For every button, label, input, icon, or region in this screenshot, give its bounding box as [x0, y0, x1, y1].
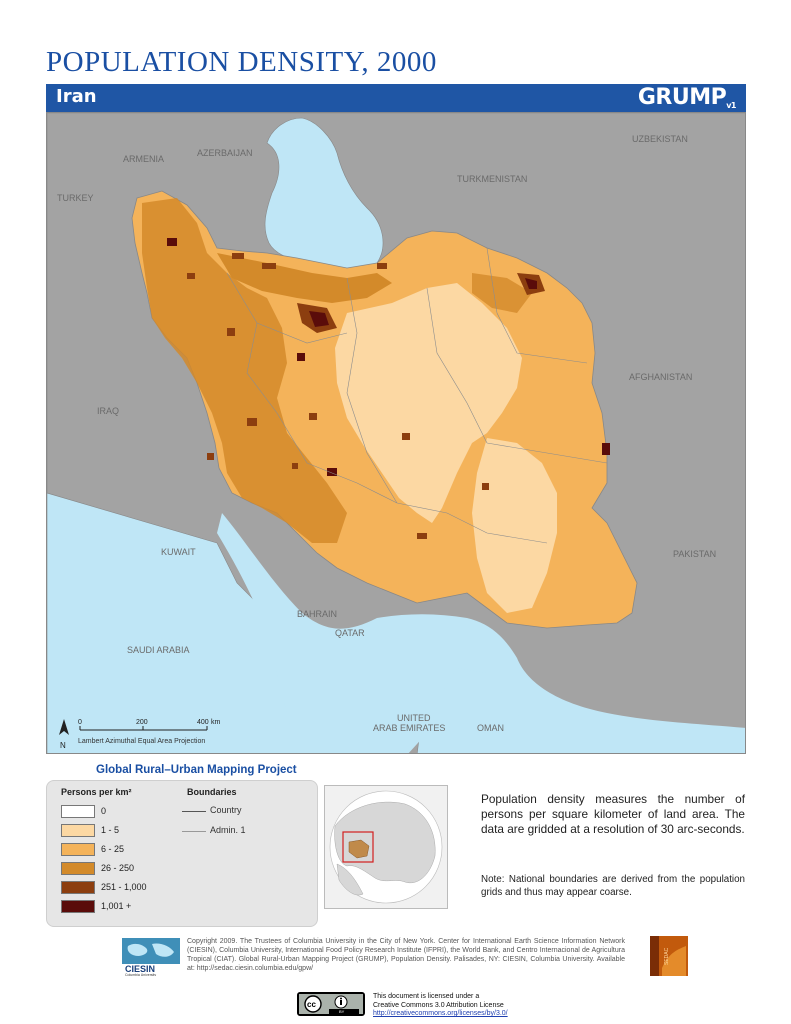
legend-item: 0 [61, 805, 191, 819]
mashhad-zone [472, 273, 532, 313]
legend-label: 251 - 1,000 [101, 882, 147, 892]
legend-label: 1,001 + [101, 901, 132, 911]
svg-text:CIESIN: CIESIN [125, 964, 155, 974]
license-line1: This document is licensed under a [373, 993, 480, 1000]
svg-text:cc: cc [307, 1000, 316, 1009]
map-title: POPULATION DENSITY, 2000 [46, 46, 437, 78]
legend-item: 1,001 + [61, 900, 191, 914]
legend-item: 6 - 25 [61, 843, 191, 857]
legend-title: Persons per km² [61, 787, 132, 797]
population-density-map[interactable]: ARMENIA AZERBAIJAN TURKEY UZBEKISTAN TUR… [46, 112, 746, 754]
sedac-logo[interactable]: SEDAC [650, 936, 688, 976]
svg-text:SEDAC: SEDAC [664, 947, 670, 965]
legend-item: 251 - 1,000 [61, 881, 191, 895]
projection-label: Lambert Azimuthal Equal Area Projection [78, 738, 206, 745]
zagros-dense-zone [142, 198, 347, 543]
svg-text:km: km [211, 719, 221, 726]
label-uae-line1: UNITED [397, 713, 431, 723]
legend-label: 6 - 25 [101, 844, 125, 854]
legend-label: 0 [101, 806, 107, 816]
southeast-desert-zone [472, 438, 557, 613]
svg-text:Columbia University: Columbia University [125, 973, 156, 976]
svg-text:200: 200 [136, 719, 148, 726]
boundaries-title: Boundaries [187, 787, 237, 797]
boundary-label: Admin. 1 [210, 825, 246, 835]
persian-gulf [217, 513, 745, 753]
label-saudi-arabia: SAUDI ARABIA [127, 645, 190, 655]
central-desert-zone [335, 283, 522, 523]
project-name: Global Rural–Urban Mapping Project [96, 764, 297, 776]
legend-swatch [61, 805, 95, 818]
caspian-coast-zone [217, 253, 392, 303]
urban-hotspots [167, 238, 610, 539]
scale-bar: 0 200 400 km [78, 719, 221, 731]
description-text: Population density measures the number o… [481, 792, 745, 836]
license-line2: Creative Commons 3.0 Attribution License [373, 1001, 504, 1009]
legend-panel: Persons per km² Boundaries 0 1 - 5 6 - 2… [46, 780, 318, 927]
legend-swatch [61, 824, 95, 837]
svg-text:N: N [60, 741, 66, 750]
creative-commons-badge[interactable]: cc BY [297, 992, 365, 1016]
legend-item: 26 - 250 [61, 862, 191, 876]
label-turkmenistan: TURKMENISTAN [457, 174, 527, 184]
svg-text:BY: BY [339, 1009, 345, 1014]
boundary-label: Country [210, 805, 242, 815]
country-name: Iran [56, 86, 97, 107]
note-text: Note: National boundaries are derived fr… [481, 874, 745, 898]
ciesin-logo[interactable]: CIESIN Columbia University [122, 938, 180, 977]
label-turkey: TURKEY [57, 193, 94, 203]
svg-text:0: 0 [78, 719, 82, 726]
locator-map [324, 785, 448, 909]
svg-text:400: 400 [197, 719, 209, 726]
admin-boundaries [226, 247, 608, 544]
label-afghanistan: AFGHANISTAN [629, 372, 692, 382]
legend-item: 1 - 5 [61, 824, 191, 838]
label-pakistan: PAKISTAN [673, 549, 716, 559]
north-arrow: N [59, 719, 69, 750]
label-azerbaijan: AZERBAIJAN [197, 148, 253, 158]
label-bahrain: BAHRAIN [297, 609, 337, 619]
copyright-text: Copyright 2009. The Trustees of Columbia… [187, 938, 625, 972]
legend-label: 1 - 5 [101, 825, 120, 835]
license-text: This document is licensed under a Creati… [373, 993, 508, 1019]
legend-label: 26 - 250 [101, 863, 135, 873]
label-iraq: IRAQ [97, 406, 119, 416]
legend-swatch [61, 862, 95, 875]
label-uzbekistan: UZBEKISTAN [632, 134, 688, 144]
label-qatar: QATAR [335, 628, 365, 638]
legend-swatch [61, 881, 95, 894]
grump-logo: GRUMPv1 [637, 85, 737, 110]
label-oman: OMAN [477, 723, 504, 733]
label-kuwait: KUWAIT [161, 547, 196, 557]
legend-swatch [61, 843, 95, 856]
title-bar: Iran GRUMPv1 [46, 84, 746, 112]
label-uae-line2: ARAB EMIRATES [373, 723, 445, 733]
label-armenia: ARMENIA [123, 154, 164, 164]
legend-swatch [61, 900, 95, 913]
license-link[interactable]: http://creativecommons.org/licenses/by/3… [373, 1010, 508, 1017]
